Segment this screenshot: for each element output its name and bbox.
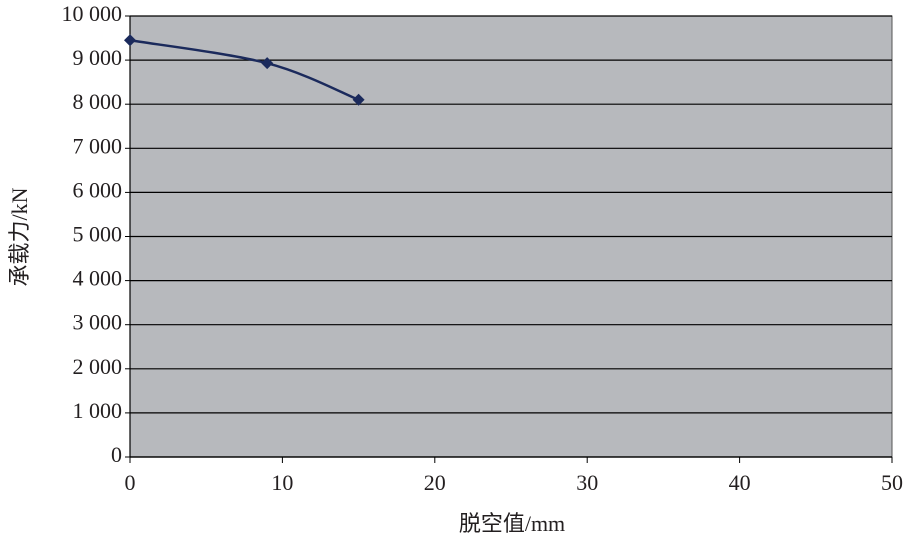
- data-point: [124, 34, 136, 47]
- x-tick-label: 20: [424, 470, 446, 495]
- y-tick-label: 3 000: [73, 310, 123, 335]
- x-tick-label: 30: [576, 470, 598, 495]
- y-tick-label: 10 000: [62, 1, 123, 26]
- x-tick-label: 40: [729, 470, 751, 495]
- x-axis-label: 脱空值/mm: [459, 511, 565, 536]
- y-tick-label: 1 000: [73, 398, 123, 423]
- y-tick-label: 6 000: [73, 177, 123, 202]
- y-tick-label: 2 000: [73, 354, 123, 379]
- y-tick-label: 4 000: [73, 266, 123, 291]
- x-tick-label: 0: [125, 470, 136, 495]
- y-tick-label: 5 000: [73, 222, 123, 247]
- y-tick-label: 0: [111, 442, 122, 467]
- x-tick-label: 50: [881, 470, 903, 495]
- data-point: [352, 93, 365, 106]
- y-tick-label: 7 000: [73, 133, 123, 158]
- y-tick-label: 8 000: [73, 89, 123, 114]
- data-point: [261, 57, 274, 70]
- y-tick-label: 9 000: [73, 45, 123, 70]
- y-axis-label: 承载力/kN: [7, 187, 32, 286]
- x-tick-label: 10: [271, 470, 293, 495]
